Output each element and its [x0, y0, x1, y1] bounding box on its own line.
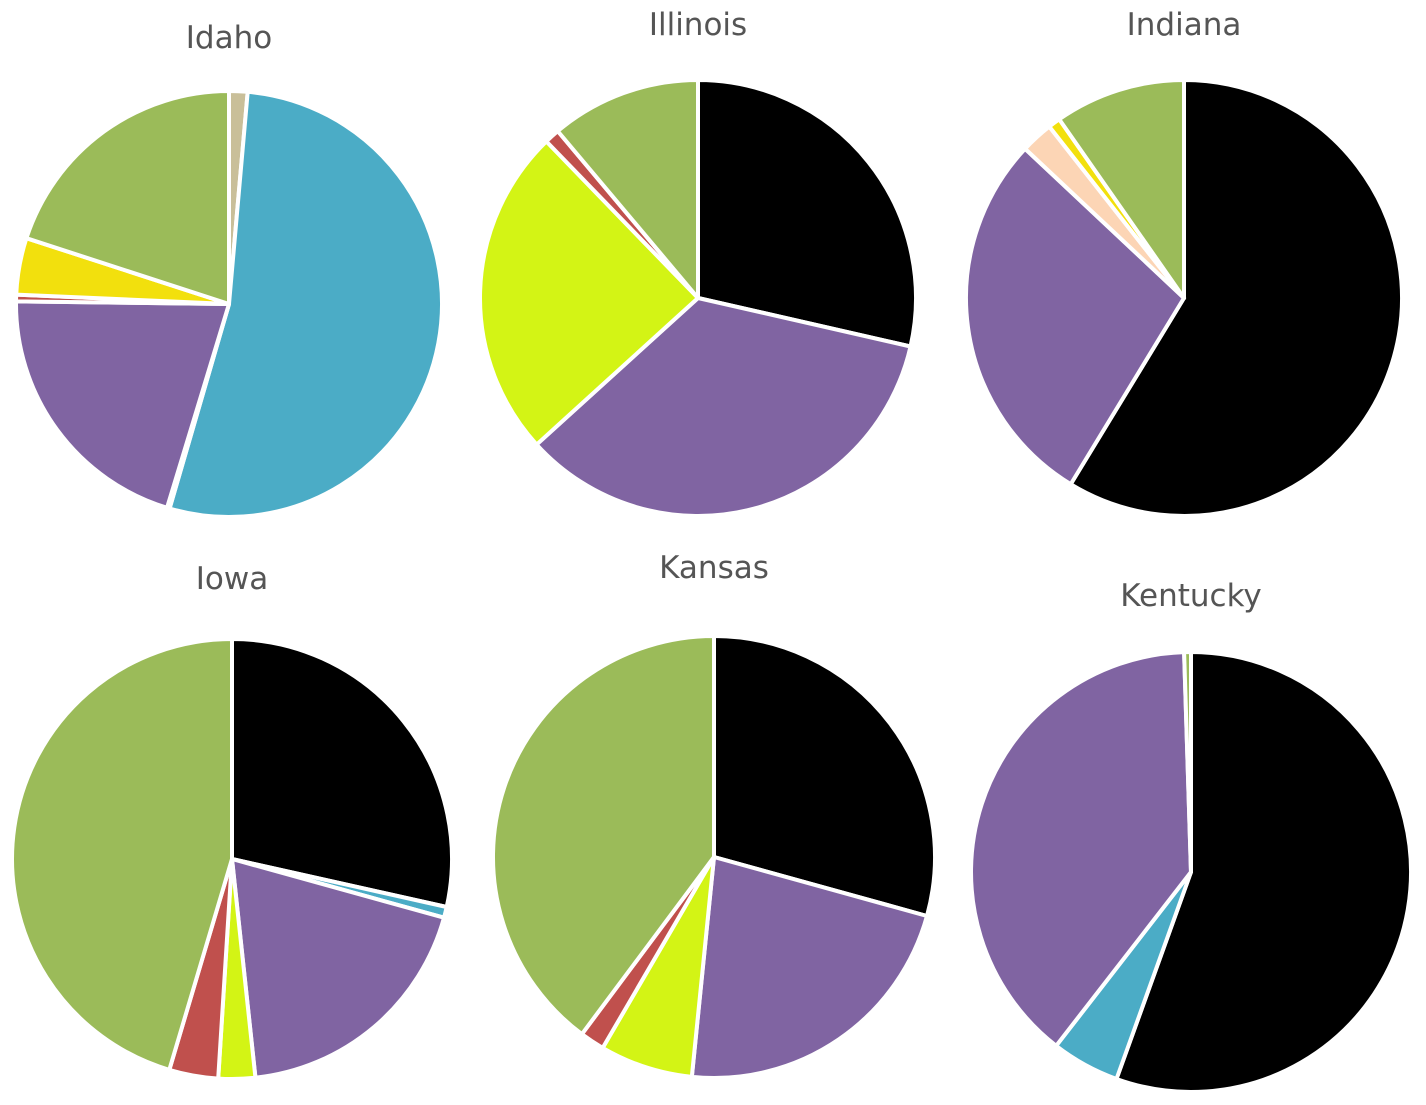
pie-chart-kansas: Kansas [491, 550, 937, 1080]
pie-title: Kansas [659, 550, 769, 586]
pie-slice-1 [167, 89, 444, 519]
pie-slices [10, 637, 454, 1081]
pie-slice-1 [689, 855, 929, 1080]
pie-slice-1 [964, 146, 1186, 487]
pie-slice-3 [14, 299, 231, 510]
pie-slice-0 [712, 634, 937, 918]
pie-slice-3 [1182, 650, 1193, 874]
pie-slice-0 [1068, 78, 1404, 518]
pie-slice-0 [1114, 650, 1413, 1094]
pie-slices [478, 78, 918, 518]
pie-chart-illinois: Illinois [478, 7, 918, 518]
pie-slice-2 [230, 857, 447, 1080]
pie-title: Illinois [649, 7, 747, 43]
pie-slice-4 [491, 634, 716, 1037]
pie-title: Idaho [186, 20, 272, 56]
pie-slice-6 [24, 89, 231, 306]
pie-slice-2 [478, 139, 700, 447]
pie-slice-5 [10, 637, 234, 1072]
pie-title: Iowa [196, 561, 268, 597]
pie-slice-4 [1057, 78, 1186, 300]
pie-slice-0 [696, 78, 918, 349]
pie-slice-2 [969, 650, 1193, 1048]
pie-chart-idaho: Idaho [14, 20, 444, 519]
pie-slices [14, 88, 444, 519]
pie-slices [964, 78, 1404, 518]
pie-slice-4 [555, 78, 700, 300]
pie-slices [491, 634, 937, 1080]
pie-slices [969, 650, 1413, 1094]
pie-slice-1 [534, 296, 913, 518]
pie-title: Kentucky [1120, 578, 1262, 614]
pie-chart-iowa: Iowa [10, 561, 454, 1081]
pie-slice-0 [230, 637, 454, 909]
pie-chart-indiana: Indiana [964, 7, 1404, 518]
pie-chart-kentucky: Kentucky [969, 578, 1413, 1094]
pie-title: Indiana [1127, 7, 1242, 43]
